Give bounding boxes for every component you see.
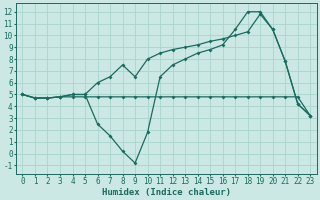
- X-axis label: Humidex (Indice chaleur): Humidex (Indice chaleur): [102, 188, 231, 197]
